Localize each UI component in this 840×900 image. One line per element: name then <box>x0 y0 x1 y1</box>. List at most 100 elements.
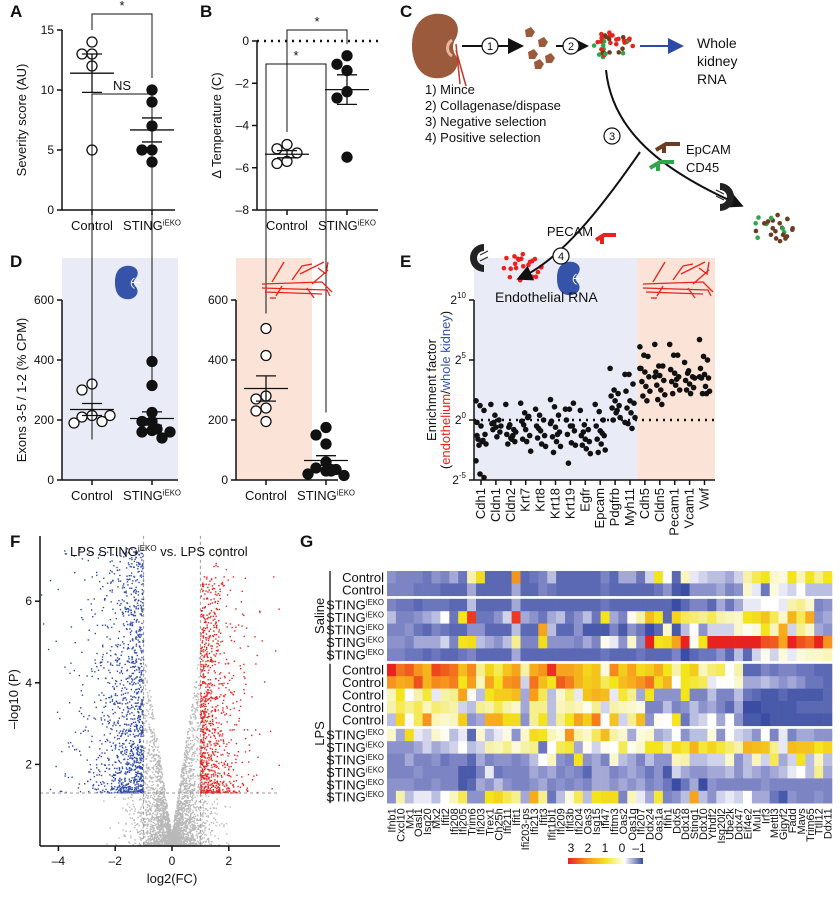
nonsignificant-point <box>198 774 201 777</box>
nonsignificant-point <box>151 836 153 839</box>
nonsignificant-point <box>147 751 150 754</box>
vessel-branch <box>275 285 283 297</box>
down-regulated-point <box>138 765 141 768</box>
down-regulated-point <box>119 644 121 646</box>
up-regulated-point <box>212 790 215 792</box>
data-point-filled <box>331 58 343 70</box>
down-regulated-point <box>133 714 135 717</box>
nonsignificant-point <box>189 791 191 793</box>
nonsignificant-point <box>180 815 182 817</box>
nonsignificant-point <box>200 795 203 797</box>
nonsignificant-point <box>149 775 152 777</box>
nonsignificant-point <box>153 765 155 767</box>
nonsignificant-point <box>161 780 163 782</box>
data-point <box>657 372 663 379</box>
nonsignificant-point <box>189 815 192 818</box>
nonsignificant-point <box>146 777 148 780</box>
nonsignificant-point <box>213 801 216 803</box>
down-regulated-point <box>125 763 127 765</box>
nonsignificant-point <box>153 757 156 760</box>
down-regulated-point <box>138 772 140 775</box>
up-regulated-point <box>201 697 203 700</box>
down-regulated-point <box>109 664 112 666</box>
up-regulated-point <box>215 564 217 567</box>
down-regulated-point <box>106 652 108 654</box>
down-regulated-point <box>137 708 139 710</box>
down-regulated-point <box>137 666 140 669</box>
data-point <box>585 426 592 433</box>
exponent: -5 <box>459 471 467 480</box>
down-regulated-point <box>139 790 141 792</box>
nonsignificant-point <box>148 808 151 811</box>
down-regulated-point <box>131 754 133 757</box>
down-regulated-point <box>141 713 143 715</box>
y-axis-label: Exons 3-5 / 1-2 (% CPM) <box>14 318 29 463</box>
down-regulated-point <box>111 560 113 562</box>
data-point-open <box>86 36 98 48</box>
down-regulated-point <box>138 553 140 556</box>
nonsignificant-point <box>161 799 163 802</box>
nonsignificant-point <box>145 811 148 813</box>
nonsignificant-point <box>165 823 168 825</box>
nonsignificant-point <box>146 844 148 846</box>
nonsignificant-point <box>191 811 194 814</box>
nonsignificant-point <box>202 832 205 834</box>
nonsignificant-point <box>205 840 207 842</box>
data-point <box>586 438 593 445</box>
down-regulated-point <box>128 787 130 790</box>
up-regulated-point <box>216 627 218 629</box>
down-regulated-point <box>131 743 133 745</box>
nonsignificant-point <box>189 810 192 812</box>
nonsignificant-point <box>152 797 155 800</box>
nonsignificant-point <box>161 808 163 810</box>
nonsignificant-point <box>158 771 161 773</box>
nonsignificant-point <box>175 810 177 812</box>
data-point-filled <box>302 468 314 480</box>
nonsignificant-point <box>143 844 145 846</box>
down-regulated-point <box>141 721 143 723</box>
up-regulated-point <box>218 636 220 638</box>
data-point <box>579 442 586 449</box>
data-point <box>670 352 677 359</box>
nonsignificant-point <box>165 822 167 825</box>
up-regulated-point <box>210 658 213 660</box>
nonsignificant-point <box>154 835 156 837</box>
down-regulated-point <box>121 611 124 613</box>
nonsignificant-point <box>208 828 211 831</box>
down-regulated-point <box>118 658 121 660</box>
down-regulated-point <box>134 729 136 731</box>
data-point <box>478 423 484 429</box>
data-point <box>622 371 628 378</box>
nonsignificant-point <box>194 718 196 720</box>
down-regulated-point <box>131 684 134 686</box>
down-regulated-point <box>138 711 140 714</box>
nonsignificant-point <box>216 813 218 815</box>
data-point <box>474 419 480 426</box>
nonsignificant-point <box>159 775 162 778</box>
down-regulated-point <box>139 738 141 741</box>
up-regulated-point <box>202 729 205 731</box>
nonsignificant-point <box>181 823 183 826</box>
nonsignificant-point <box>197 790 199 792</box>
significance-label: * <box>314 14 319 29</box>
nonsignificant-point <box>149 835 151 837</box>
nonsignificant-point <box>144 790 147 793</box>
nonsignificant-point <box>156 802 158 805</box>
nonsignificant-point <box>165 831 168 833</box>
down-regulated-point <box>114 767 116 770</box>
data-point <box>587 450 594 457</box>
down-regulated-point <box>111 764 114 766</box>
data-point <box>643 383 649 390</box>
nonsignificant-point <box>161 844 163 846</box>
down-regulated-point <box>129 557 131 560</box>
nonsignificant-point <box>181 816 183 818</box>
nonsignificant-point <box>189 771 191 773</box>
down-regulated-point <box>137 714 140 717</box>
nonsignificant-point <box>194 781 196 783</box>
down-regulated-point <box>101 661 103 663</box>
nonsignificant-point <box>193 787 196 790</box>
nonsignificant-point <box>196 728 199 730</box>
nonsignificant-point <box>200 806 203 809</box>
down-regulated-point <box>99 770 101 773</box>
nonsignificant-point <box>189 729 191 731</box>
